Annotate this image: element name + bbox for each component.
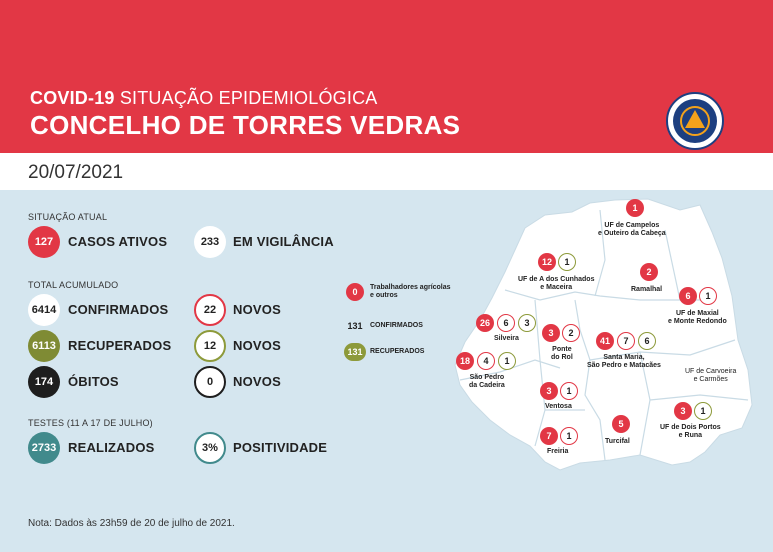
legend-confirmados-marker: 131 [347, 321, 363, 331]
obitos-novos-value: 0 [194, 366, 226, 398]
maxial-confirmados-marker: 6 [679, 287, 697, 305]
maxial-novos-marker: 1 [699, 287, 717, 305]
legend-trabalhadores-label-2: e outros [370, 292, 398, 299]
testes-realizados-label: REALIZADOS [68, 440, 155, 455]
recuperados-value: 6113 [28, 330, 60, 362]
testes-heading: TESTES (11 A 17 DE JULHO) [28, 418, 153, 428]
positividade-value: 3% [194, 432, 226, 464]
ventosa-confirmados-marker: 3 [540, 382, 558, 400]
legend-recuperados-marker: 131 [344, 343, 366, 361]
santa-maria-recuperados-marker: 6 [638, 332, 656, 350]
silveira-confirmados-marker: 26 [476, 314, 494, 332]
confirmados-novos-value: 22 [194, 294, 226, 326]
title-rest: SITUAÇÃO EPIDEMIOLÓGICA [114, 88, 378, 108]
santa-maria-confirmados-marker: 41 [596, 332, 614, 350]
obitos-novos-label: NOVOS [233, 374, 281, 389]
turcifal-label: Turcifal [605, 438, 630, 445]
legend-trabalhadores-label-1: Trabalhadores agrícolas [370, 284, 451, 291]
legend-confirmados-label: CONFIRMADOS [370, 322, 423, 329]
carvoeira-label-1: UF de Carvoeira [685, 368, 737, 375]
logo-inner [673, 99, 717, 143]
date-bar [0, 153, 773, 190]
report-date: 20/07/2021 [28, 162, 124, 183]
header-banner [0, 0, 773, 153]
obitos-value: 174 [28, 366, 60, 398]
situacao-heading: SITUAÇÃO ATUAL [28, 212, 108, 222]
santa-maria-label-1: Santa Maria, [603, 354, 645, 361]
protecao-civil-logo [666, 92, 724, 150]
ponte-rol-novos-marker: 2 [562, 324, 580, 342]
ramalhal-label: Ramalhal [631, 286, 663, 293]
dois-portos-label: UF de Dois Portos e Runa [660, 424, 721, 440]
title-bold: COVID-19 [30, 88, 115, 108]
ventosa-label: Ventosa [545, 403, 572, 410]
legend-recuperados-label: RECUPERADOS [370, 348, 425, 355]
vigilancia-label: EM VIGILÂNCIA [233, 234, 334, 249]
maxial-label: UF de Maxial e Monte Redondo [668, 310, 727, 326]
vigilancia-value: 233 [194, 226, 226, 258]
legend-trabalhadores-label: Trabalhadores agrícolas e outros [370, 284, 451, 300]
dois-portos-recuperados-marker: 1 [694, 402, 712, 420]
footnote: Nota: Dados às 23h59 de 20 de julho de 2… [28, 518, 235, 529]
recuperados-novos-label: NOVOS [233, 338, 281, 353]
page-subtitle: CONCELHO DE TORRES VEDRAS [30, 110, 461, 140]
campelos-label-2: e Outeiro da Cabeça [598, 230, 666, 237]
cunhados-label: UF de A dos Cunhados e Maceira [518, 276, 594, 292]
sao-pedro-cadeira-novos-marker: 4 [477, 352, 495, 370]
ponte-rol-label-1: Ponte [552, 346, 572, 353]
positividade-label: POSITIVIDADE [233, 440, 328, 455]
campelos-label-1: UF de Campelos [604, 222, 660, 229]
casos-ativos-value: 127 [28, 226, 60, 258]
turcifal-confirmados-marker: 5 [612, 415, 630, 433]
freiria-label: Freiria [547, 448, 569, 455]
testes-realizados-value: 2733 [28, 432, 60, 464]
sao-pedro-cadeira-label-2: da Cadeira [469, 382, 505, 389]
sao-pedro-cadeira-label: São Pedro da Cadeira [469, 374, 505, 390]
logo-triangle-icon [685, 110, 705, 128]
obitos-label: ÓBITOS [68, 374, 119, 389]
carvoeira-label: UF de Carvoeira e Carmões [685, 368, 736, 384]
santa-maria-novos-marker: 7 [617, 332, 635, 350]
dois-portos-label-2: e Runa [678, 432, 703, 439]
ponte-rol-label-2: do Rol [551, 354, 573, 361]
silveira-recuperados-marker: 3 [518, 314, 536, 332]
dois-portos-confirmados-marker: 3 [674, 402, 692, 420]
maxial-label-1: UF de Maxial [675, 310, 719, 317]
legend-trabalhadores-marker: 0 [346, 283, 364, 301]
sao-pedro-cadeira-recuperados-marker: 1 [498, 352, 516, 370]
carvoeira-label-2: e Carmões [693, 376, 728, 383]
santa-maria-label-2: São Pedro e Matacães [587, 362, 661, 369]
recuperados-label: RECUPERADOS [68, 338, 172, 353]
ramalhal-confirmados-marker: 2 [640, 263, 658, 281]
confirmados-novos-label: NOVOS [233, 302, 281, 317]
casos-ativos-label: CASOS ATIVOS [68, 234, 168, 249]
logo-ring [680, 106, 710, 136]
freiria-novos-marker: 1 [560, 427, 578, 445]
santa-maria-label: Santa Maria, São Pedro e Matacães [587, 354, 661, 370]
sao-pedro-cadeira-label-1: São Pedro [469, 374, 505, 381]
cunhados-label-1: UF de A dos Cunhados [518, 276, 595, 283]
acumulado-heading: TOTAL ACUMULADO [28, 280, 119, 290]
campelos-confirmados-marker: 1 [626, 199, 644, 217]
sao-pedro-cadeira-confirmados-marker: 18 [456, 352, 474, 370]
cunhados-confirmados-marker: 12 [538, 253, 556, 271]
freiria-confirmados-marker: 7 [540, 427, 558, 445]
ponte-rol-label: Ponte do Rol [551, 346, 573, 362]
cunhados-label-2: e Maceira [540, 284, 573, 291]
recuperados-novos-value: 12 [194, 330, 226, 362]
confirmados-label: CONFIRMADOS [68, 302, 169, 317]
silveira-label: Silveira [494, 335, 519, 342]
ventosa-novos-marker: 1 [560, 382, 578, 400]
cunhados-recuperados-marker: 1 [558, 253, 576, 271]
ponte-rol-confirmados-marker: 3 [542, 324, 560, 342]
silveira-novos-marker: 6 [497, 314, 515, 332]
dois-portos-label-1: UF de Dois Portos [660, 424, 721, 431]
confirmados-value: 6414 [28, 294, 60, 326]
page-title: COVID-19 SITUAÇÃO EPIDEMIOLÓGICA [30, 88, 377, 109]
campelos-label: UF de Campelos e Outeiro da Cabeça [598, 222, 666, 238]
maxial-label-2: e Monte Redondo [668, 318, 727, 325]
